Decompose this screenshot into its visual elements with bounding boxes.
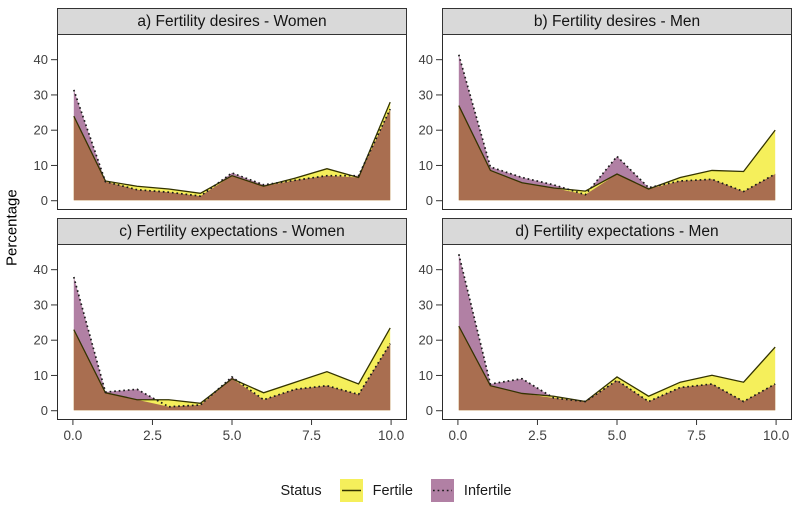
svg-text:5.0: 5.0 bbox=[223, 428, 242, 443]
svg-text:30: 30 bbox=[34, 87, 48, 102]
panel-fertility-expectations-men: d) Fertility expectations - Men 0 10 20 30 4… bbox=[406, 218, 792, 420]
svg-text:10.0: 10.0 bbox=[378, 428, 404, 443]
legend-title: Status bbox=[280, 482, 322, 499]
fertile-legend-key-icon bbox=[339, 479, 363, 502]
svg-text:0: 0 bbox=[41, 193, 48, 208]
panel-b-y-axis: 0 10 20 30 40 bbox=[419, 52, 442, 208]
svg-text:0.0: 0.0 bbox=[449, 428, 468, 443]
panel-c-y-axis: 0 10 20 30 40 bbox=[34, 262, 57, 418]
svg-text:20: 20 bbox=[34, 333, 48, 348]
panel-a-plot-area bbox=[57, 35, 407, 210]
svg-text:2.5: 2.5 bbox=[143, 428, 162, 443]
panel-fertility-expectations-women: c) Fertility expectations - Women 0 10 20 3… bbox=[21, 218, 407, 420]
panel-a-y-axis: 0 10 20 30 40 bbox=[34, 52, 57, 208]
svg-text:0: 0 bbox=[41, 403, 48, 418]
svg-text:0: 0 bbox=[426, 403, 433, 418]
panel-fertility-desires-men: b) Fertility desires - Men 0 10 20 30 40 bbox=[406, 8, 792, 210]
svg-text:20: 20 bbox=[419, 333, 433, 348]
legend-label-fertile: Fertile bbox=[372, 482, 413, 499]
svg-text:10: 10 bbox=[419, 368, 433, 383]
infertile-legend-key-icon bbox=[430, 479, 454, 502]
svg-text:10: 10 bbox=[34, 158, 48, 173]
x-axis-left-column: 0.0 2.5 5.0 7.5 10.0 bbox=[64, 420, 404, 443]
svg-text:5.0: 5.0 bbox=[608, 428, 627, 443]
svg-text:7.5: 7.5 bbox=[687, 428, 706, 443]
panel-b-plot-area bbox=[442, 35, 792, 210]
legend-label-infertile: Infertile bbox=[463, 482, 512, 499]
svg-text:0: 0 bbox=[426, 193, 433, 208]
svg-text:40: 40 bbox=[34, 262, 48, 277]
panel-fertility-desires-women: a) Fertility desires - Women 0 10 20 30 40 bbox=[21, 8, 407, 210]
y-axis-title: Percentage bbox=[3, 189, 21, 267]
panel-d-y-axis: 0 10 20 30 40 bbox=[419, 262, 442, 418]
panel-c-strip-title: c) Fertility expectations - Women bbox=[57, 218, 407, 245]
svg-text:20: 20 bbox=[419, 123, 433, 138]
legend: Status Fertile Infertile bbox=[0, 479, 800, 502]
svg-text:10: 10 bbox=[419, 158, 433, 173]
svg-text:30: 30 bbox=[419, 87, 433, 102]
panel-d-strip-title: d) Fertility expectations - Men bbox=[442, 218, 792, 245]
svg-text:30: 30 bbox=[34, 297, 48, 312]
panel-a-strip-title: a) Fertility desires - Women bbox=[57, 8, 407, 35]
svg-text:40: 40 bbox=[419, 262, 433, 277]
panel-c-plot-area bbox=[57, 245, 407, 420]
svg-text:40: 40 bbox=[419, 52, 433, 67]
svg-text:10.0: 10.0 bbox=[763, 428, 789, 443]
svg-text:2.5: 2.5 bbox=[528, 428, 547, 443]
svg-text:10: 10 bbox=[34, 368, 48, 383]
svg-text:20: 20 bbox=[34, 123, 48, 138]
svg-text:30: 30 bbox=[419, 297, 433, 312]
x-axis-right-column: 0.0 2.5 5.0 7.5 10.0 bbox=[449, 420, 789, 443]
panel-b-strip-title: b) Fertility desires - Men bbox=[442, 8, 792, 35]
panel-d-plot-area bbox=[442, 245, 792, 420]
svg-text:7.5: 7.5 bbox=[302, 428, 321, 443]
svg-text:0.0: 0.0 bbox=[64, 428, 83, 443]
svg-text:40: 40 bbox=[34, 52, 48, 67]
